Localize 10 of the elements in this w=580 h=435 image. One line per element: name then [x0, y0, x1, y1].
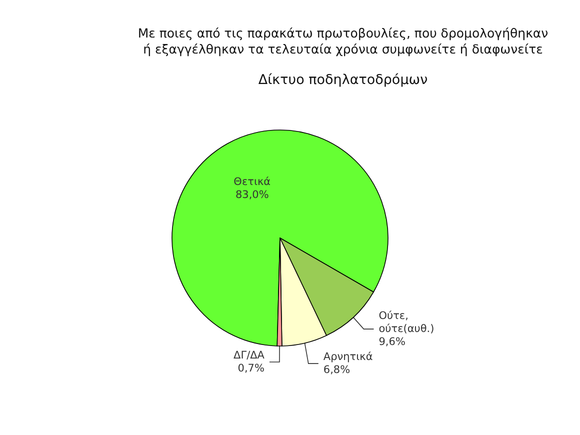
data-label: 0,7% [238, 362, 264, 374]
data-label: 83,0% [235, 188, 269, 201]
chart-title: Με ποιες από τις παρακάτω πρωτοβουλίες, που δρομολογήθηκαν ή εξαγγέλθηκαν τα τελευταία χρόνια συμφωνείτε ή διαφωνείτε [138, 26, 548, 56]
slice-label: Αρνητικά [323, 351, 373, 364]
slice-label: Θετικά [234, 176, 271, 188]
chart-subtitle: Δίκτυο ποδηλατοδρόμων [258, 72, 428, 88]
data-label: 9,6% [378, 336, 406, 348]
slice-label: Ούτε, ούτε(αυθ.) [378, 310, 434, 336]
slice-label: ΔΓ/ΔΑ [234, 350, 266, 362]
data-label: 6,8% [323, 364, 350, 376]
